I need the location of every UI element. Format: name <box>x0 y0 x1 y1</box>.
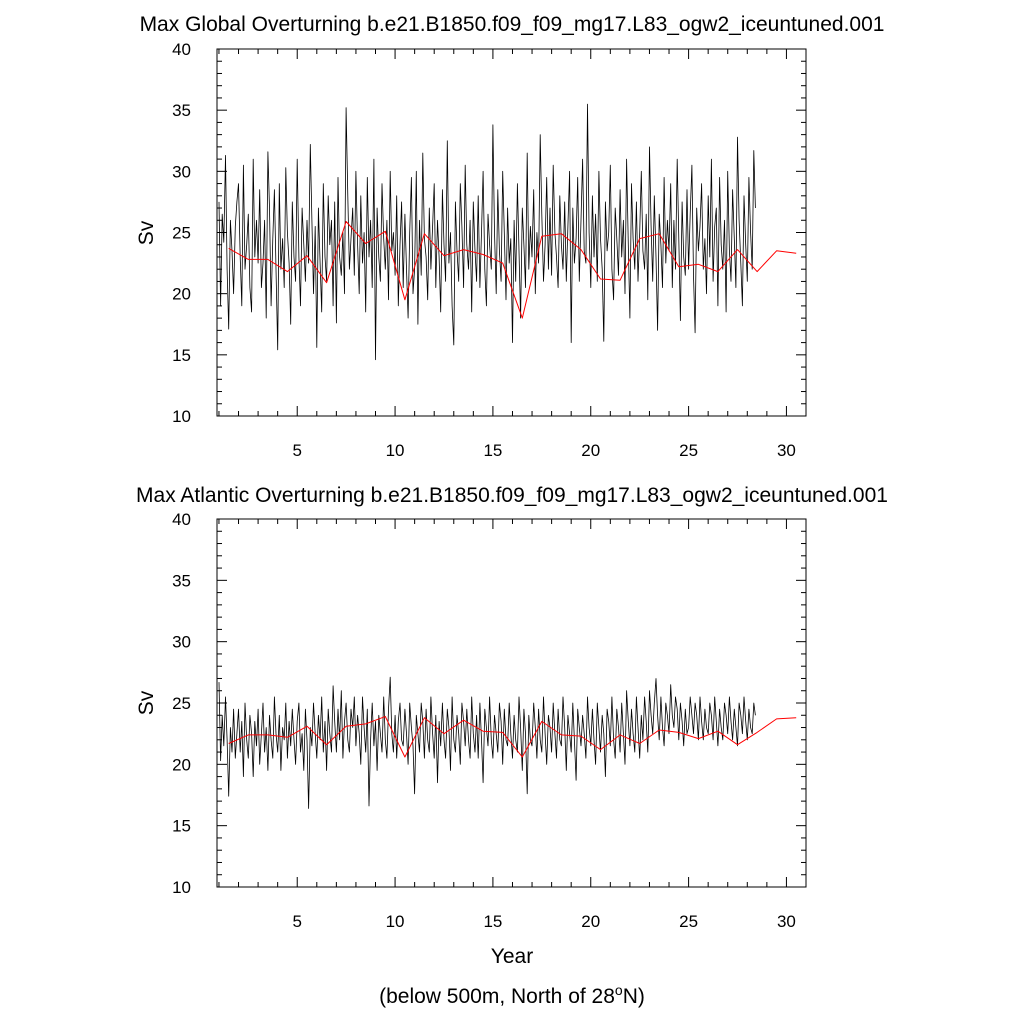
x-tick-label: 5 <box>292 441 301 460</box>
plot-area <box>218 676 797 809</box>
chart-title: Max Global Overturning b.e21.B1850.f09_f… <box>140 13 885 36</box>
y-tick-label: 40 <box>172 510 191 529</box>
annual-mean-line <box>228 716 797 758</box>
y-tick-label: 15 <box>172 346 191 365</box>
plot-frame <box>216 48 807 417</box>
y-tick-label: 20 <box>172 755 191 774</box>
y-tick-label: 15 <box>172 817 191 836</box>
y-tick-label: 10 <box>172 407 191 426</box>
x-tick-label: 10 <box>386 912 405 931</box>
y-tick-label: 40 <box>172 40 191 59</box>
y-tick-label: 25 <box>172 224 191 243</box>
y-axis-label: Sv <box>135 690 158 715</box>
axis-ticks <box>217 48 807 417</box>
y-tick-label: 20 <box>172 285 191 304</box>
chart-title: Max Atlantic Overturning b.e21.B1850.f09… <box>136 484 888 507</box>
x-tick-labels: 5 10 15 20 25 30 <box>292 912 795 931</box>
y-tick-label: 35 <box>172 101 191 120</box>
y-tick-label: 30 <box>172 162 191 181</box>
atlantic-overturning-panel: Max Atlantic Overturning b.e21.B1850.f09… <box>135 484 888 968</box>
x-tick-label: 15 <box>483 912 502 931</box>
x-tick-label: 20 <box>581 912 600 931</box>
x-tick-label: 10 <box>386 441 405 460</box>
x-tick-label: 20 <box>581 441 600 460</box>
x-tick-label: 25 <box>679 441 698 460</box>
y-tick-label: 10 <box>172 878 191 897</box>
x-tick-labels: 5 10 15 20 25 30 <box>292 441 795 460</box>
x-tick-label: 30 <box>777 441 796 460</box>
footnote-text: (below 500m, North of 28 <box>379 985 615 1008</box>
footnote-degree-superscript: o <box>615 982 623 998</box>
footnote: (below 500m, North of 28oN) <box>379 982 645 1008</box>
plot-area <box>218 103 797 361</box>
x-tick-label: 15 <box>483 441 502 460</box>
y-tick-label: 30 <box>172 633 191 652</box>
x-tick-label: 30 <box>777 912 796 931</box>
y-axis-label: Sv <box>135 220 158 245</box>
monthly-series-line <box>218 676 756 809</box>
y-tick-labels: 10 15 20 25 30 35 40 <box>172 510 191 897</box>
axis-ticks <box>217 518 807 888</box>
x-tick-label: 5 <box>292 912 301 931</box>
y-tick-label: 35 <box>172 571 191 590</box>
y-tick-labels: 10 15 20 25 30 35 40 <box>172 40 191 426</box>
plot-frame <box>216 518 807 888</box>
x-tick-label: 25 <box>679 912 698 931</box>
annual-mean-line <box>228 221 797 319</box>
footnote-text-end: N) <box>623 985 645 1008</box>
x-axis-label: Year <box>491 945 533 968</box>
monthly-series-line <box>218 103 756 361</box>
y-tick-label: 25 <box>172 694 191 713</box>
global-overturning-panel: Max Global Overturning b.e21.B1850.f09_f… <box>135 13 884 460</box>
